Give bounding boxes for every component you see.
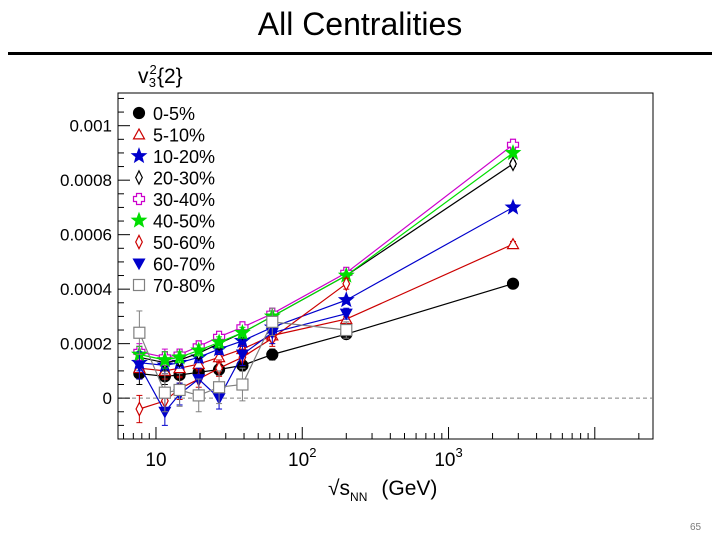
legend-marker xyxy=(135,234,143,250)
data-point xyxy=(506,277,520,290)
legend-marker xyxy=(132,278,146,292)
y-axis-label: v2 3{2} xyxy=(138,62,183,90)
legend-marker xyxy=(135,169,143,186)
x-tick-label: 10 xyxy=(145,450,166,471)
y-tick-label: 0 xyxy=(103,389,112,408)
legend-label: 50-60% xyxy=(153,233,215,253)
legend-label: 0-5% xyxy=(153,104,195,124)
data-point xyxy=(192,389,205,402)
page-number: 65 xyxy=(690,522,702,533)
series-70-80% xyxy=(133,307,353,413)
legend-label: 20-30% xyxy=(153,169,215,189)
data-point xyxy=(235,349,249,362)
data-point xyxy=(156,351,174,368)
y-tick-label: 0.0006 xyxy=(60,226,112,245)
data-point xyxy=(339,308,353,321)
x-tick-label: 103 xyxy=(434,445,462,471)
title-divider xyxy=(8,52,712,55)
data-point xyxy=(210,333,228,350)
y-tick-label: 0.0002 xyxy=(60,335,112,354)
data-point xyxy=(504,144,522,161)
slide-title: All Centralities xyxy=(257,6,463,42)
legend-label: 5-10% xyxy=(153,126,205,146)
data-point xyxy=(509,155,517,172)
data-point xyxy=(340,323,353,337)
legend-marker xyxy=(130,147,148,164)
data-point xyxy=(133,326,146,339)
data-point xyxy=(212,381,226,394)
legend-marker xyxy=(132,127,146,140)
y-tick-label: 0.0004 xyxy=(60,280,112,299)
legend-marker xyxy=(132,192,146,206)
data-point xyxy=(171,348,189,365)
data-point xyxy=(337,291,355,308)
data-point xyxy=(132,360,146,373)
y-tick-label: 0.0008 xyxy=(60,171,112,190)
data-point xyxy=(506,237,520,250)
legend-label: 60-70% xyxy=(153,255,215,275)
legend-label: 10-20% xyxy=(153,147,215,167)
legend-label: 30-40% xyxy=(153,190,215,210)
data-point xyxy=(190,341,208,358)
data-point xyxy=(236,378,249,391)
x-tick-label: 102 xyxy=(288,445,316,471)
legend-label: 40-50% xyxy=(153,212,215,232)
data-point xyxy=(173,383,186,397)
plot-frame xyxy=(117,92,654,440)
data-point xyxy=(158,386,171,399)
data-point xyxy=(266,348,279,361)
legend-label: 70-80% xyxy=(153,276,215,296)
x-axis-label: √sNN (GeV) xyxy=(328,477,437,504)
legend-marker xyxy=(132,106,146,120)
legend-marker xyxy=(132,258,146,271)
data-point xyxy=(266,315,279,328)
data-point xyxy=(233,323,251,340)
legend-marker xyxy=(130,211,148,228)
data-point xyxy=(135,401,144,417)
legend: 0-5%5-10%10-20%20-30%30-40%40-50%50-60%6… xyxy=(130,104,215,296)
data-point xyxy=(342,275,351,292)
data-point xyxy=(504,198,522,215)
y-tick-label: 0.001 xyxy=(69,117,112,136)
